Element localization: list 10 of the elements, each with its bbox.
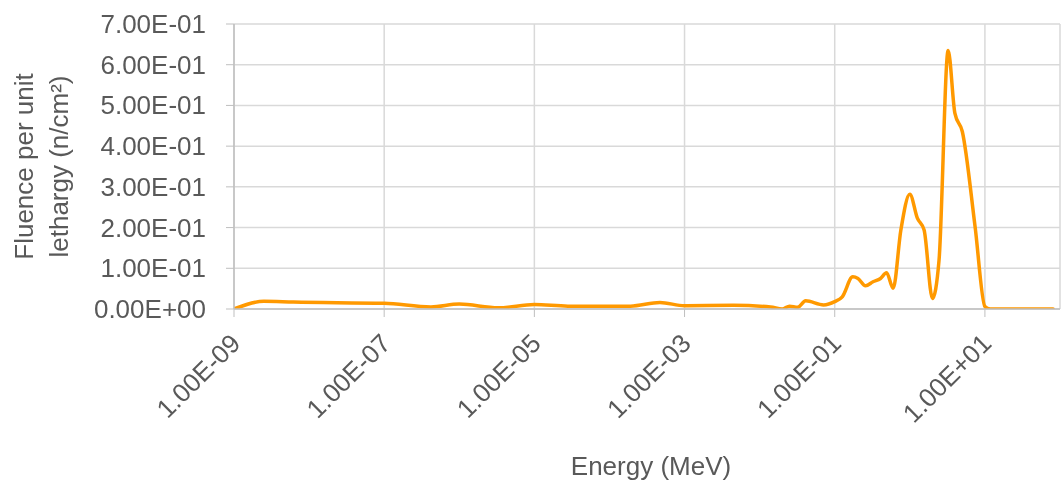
y-tick-label: 7.00E-01	[100, 9, 206, 39]
y-tick-label: 4.00E-01	[100, 131, 206, 162]
y-tick-label: 3.00E-01	[100, 171, 206, 202]
y-tick-label: 5.00E-01	[100, 90, 206, 121]
y-axis-title: Fluence per unit lethargy (n/cm²)	[9, 72, 74, 260]
y-tick-label: 6.00E-01	[100, 49, 206, 80]
y-tick-label: 0.00E+00	[93, 294, 206, 324]
y-tick-label: 1.00E-01	[100, 253, 206, 284]
x-axis-title: Energy (MeV)	[570, 451, 732, 481]
y-tick-label: 2.00E-01	[100, 212, 206, 243]
